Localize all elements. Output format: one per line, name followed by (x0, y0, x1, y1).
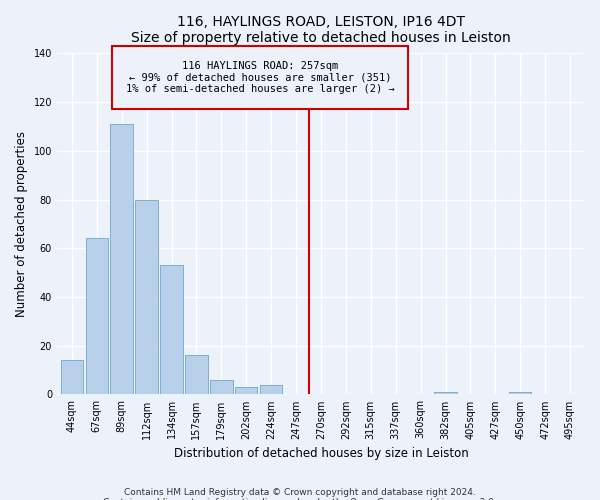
X-axis label: Distribution of detached houses by size in Leiston: Distribution of detached houses by size … (173, 447, 469, 460)
Y-axis label: Number of detached properties: Number of detached properties (15, 131, 28, 317)
Bar (136, 200, 158, 394)
Text: Contains HM Land Registry data © Crown copyright and database right 2024.: Contains HM Land Registry data © Crown c… (124, 488, 476, 497)
Bar (185, 356, 208, 395)
Bar (260, 384, 283, 394)
Title: 116, HAYLINGS ROAD, LEISTON, IP16 4DT
Size of property relative to detached hous: 116, HAYLINGS ROAD, LEISTON, IP16 4DT Si… (131, 15, 511, 45)
FancyBboxPatch shape (112, 46, 408, 110)
Bar (509, 392, 532, 394)
Bar (110, 124, 133, 394)
Bar (160, 266, 183, 394)
Bar (434, 392, 457, 394)
Text: 116 HAYLINGS ROAD: 257sqm
← 99% of detached houses are smaller (351)
1% of semi-: 116 HAYLINGS ROAD: 257sqm ← 99% of detac… (125, 61, 394, 94)
Bar (61, 360, 83, 394)
Bar (86, 238, 108, 394)
Bar (210, 380, 233, 394)
Bar (235, 387, 257, 394)
Text: Contains public sector information licensed under the Open Government Licence v3: Contains public sector information licen… (103, 498, 497, 500)
